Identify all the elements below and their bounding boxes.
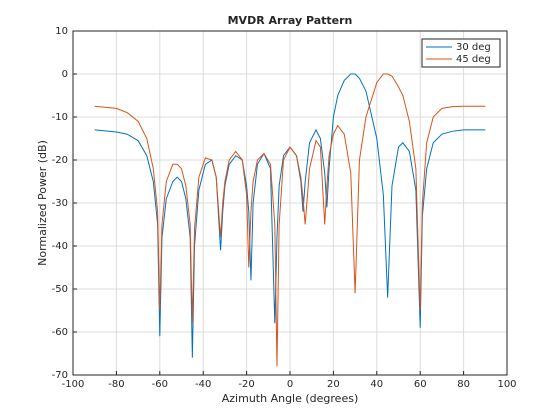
x-tick-label: 80 bbox=[457, 379, 470, 390]
x-tick-label: -40 bbox=[195, 379, 211, 390]
y-tick-label: -30 bbox=[52, 198, 68, 209]
x-tick-label: 60 bbox=[414, 379, 427, 390]
line-series bbox=[94, 73, 486, 367]
y-tick-label: -70 bbox=[52, 370, 68, 381]
y-tick-label: -60 bbox=[52, 327, 68, 338]
x-tick-label: 0 bbox=[287, 379, 293, 390]
y-tick-label: -40 bbox=[52, 241, 68, 252]
y-tick-label: -20 bbox=[52, 155, 68, 166]
x-tick-label: -60 bbox=[152, 379, 168, 390]
y-tick-label: -10 bbox=[52, 112, 68, 123]
x-axis-label: Azimuth Angle (degrees) bbox=[222, 392, 359, 405]
y-tick-label: 0 bbox=[62, 69, 68, 80]
legend-label: 30 deg bbox=[456, 42, 491, 53]
x-tick-label: 40 bbox=[370, 379, 383, 390]
y-axis-label: Normalized Power (dB) bbox=[36, 140, 49, 266]
y-tick-label: -50 bbox=[52, 284, 68, 295]
line-series bbox=[94, 73, 486, 358]
chart-title: MVDR Array Pattern bbox=[228, 14, 353, 27]
x-tick-label: -80 bbox=[108, 379, 124, 390]
legend-box bbox=[421, 38, 501, 68]
x-tick-label: 20 bbox=[327, 379, 340, 390]
legend-label: 45 deg bbox=[456, 54, 491, 65]
x-tick-label: -100 bbox=[62, 379, 85, 390]
y-tick-label: 10 bbox=[55, 26, 68, 37]
x-tick-label: 100 bbox=[497, 379, 516, 390]
plot-frame bbox=[72, 30, 508, 376]
x-tick-label: -20 bbox=[238, 379, 254, 390]
